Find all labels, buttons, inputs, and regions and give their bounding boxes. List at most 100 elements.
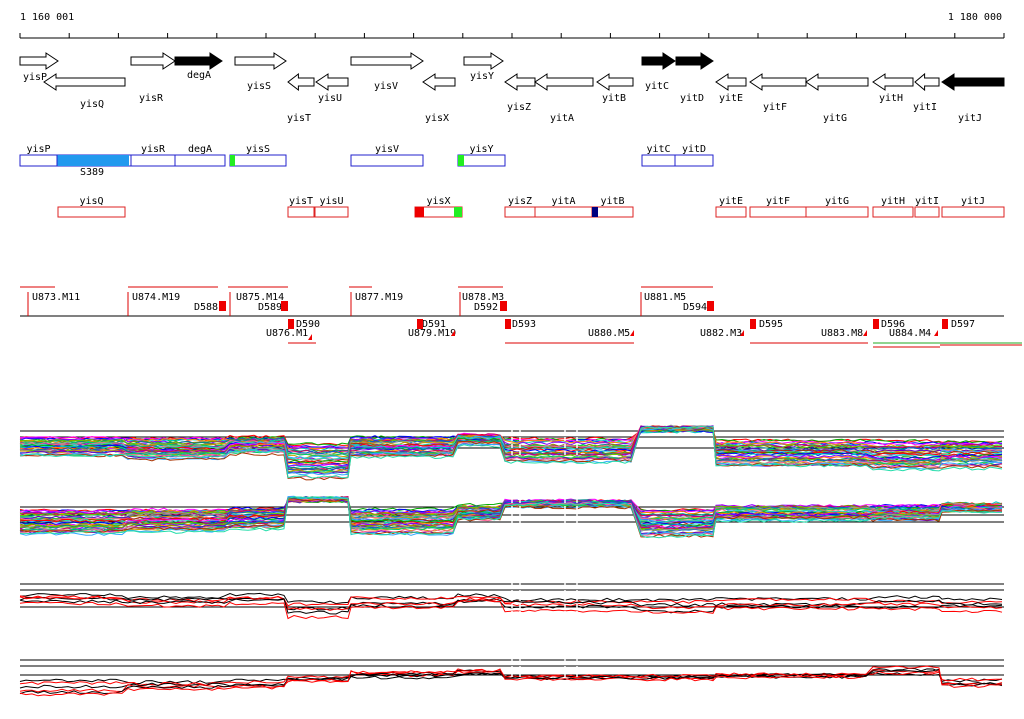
gene-yisP-label: yisP xyxy=(23,72,47,83)
transcript-yisS-label: yisS xyxy=(246,144,270,155)
gene-yisY-label: yisY xyxy=(470,71,494,82)
segment-end-marker xyxy=(219,301,226,311)
segment-u880-m5-label: U880.M5 xyxy=(588,328,630,339)
transcript-yitF-label: yitF xyxy=(766,196,790,207)
start-marker xyxy=(458,155,464,166)
segment-corner-marker xyxy=(863,330,867,336)
expression-profile-line xyxy=(19,599,1003,620)
segment-start-marker xyxy=(505,319,511,329)
segment-u881-m5-label: U881.M5 xyxy=(644,292,686,303)
segment-u873-m11-label: U873.M11 xyxy=(32,292,80,303)
gene-yisQ-arrow xyxy=(43,73,126,91)
highlighted-region xyxy=(57,155,129,166)
transcript-yisZ-box xyxy=(504,206,536,218)
gene-yitI-arrow xyxy=(914,72,940,92)
transcript-yisU-label: yisU xyxy=(319,196,343,207)
gene-yitF-arrow xyxy=(749,73,807,91)
segment-d588-label: D588 xyxy=(194,302,218,313)
transcript-yitA-box xyxy=(534,206,593,218)
expression-profile-line xyxy=(20,498,1003,536)
segment-u879-m19-label: U879.M19 xyxy=(408,328,456,339)
gene-yitG-label: yitG xyxy=(823,113,847,124)
transcript-yitG-label: yitG xyxy=(825,196,849,207)
expression-profiles-minus-panel xyxy=(19,495,1004,539)
gene-annotation-track: yisP yisQ yisR degA yisS yisT yisU yisV yisX yisY… xyxy=(19,52,1005,124)
expression-profile-line xyxy=(19,596,1003,611)
transcript-yitC-label: yitC xyxy=(646,144,670,155)
segment-end-marker xyxy=(281,301,288,311)
transcript-yisU-box xyxy=(314,206,349,218)
gene-yisU-arrow xyxy=(315,73,349,91)
expression-profile-line xyxy=(19,598,1003,615)
gene-yisT-label: yisT xyxy=(287,113,311,124)
gene-yitD-label: yitD xyxy=(680,93,704,104)
expression-summary-minus-panel xyxy=(19,652,1004,697)
transcript-yisT-label: yisT xyxy=(289,196,313,207)
gene-degA-arrow xyxy=(174,52,223,70)
expression-profile-line xyxy=(19,428,1003,450)
segment-d592-label: D592 xyxy=(474,302,498,313)
gene-yisX-arrow xyxy=(422,73,456,91)
transcript-yitE-box xyxy=(715,206,747,218)
gene-yisR-label: yisR xyxy=(139,93,164,104)
segment-start-marker xyxy=(417,319,423,329)
gene-yitA-label: yitA xyxy=(550,113,574,124)
gene-yitH-arrow xyxy=(872,73,914,91)
expression-profile-line xyxy=(19,665,1003,697)
gene-yisZ-arrow xyxy=(504,73,536,91)
gene-yitF-label: yitF xyxy=(763,102,787,113)
gene-yitA-arrow xyxy=(534,73,594,91)
segment-corner-marker xyxy=(451,330,455,336)
segment-corner-marker xyxy=(308,334,312,340)
start-marker xyxy=(230,155,235,166)
transcript-yitI-box xyxy=(914,206,940,218)
gene-yitC-arrow xyxy=(641,52,676,70)
gene-degA-label: degA xyxy=(187,70,211,81)
transcript-yitB-label: yitB xyxy=(600,196,624,207)
gene-yisZ-label: yisZ xyxy=(507,102,531,113)
segment-u878-m3-label: U878.M3 xyxy=(462,292,504,303)
segment-d589-label: D589 xyxy=(258,302,282,313)
segment-d590-label: D590 xyxy=(296,319,320,330)
transcript-yisV-box xyxy=(350,154,424,167)
segment-u875-m14-label: U875.M14 xyxy=(236,292,284,303)
start-coordinate: 1 160 001 xyxy=(20,12,75,23)
segment-start-marker xyxy=(750,319,756,329)
segment-u874-m19-label: U874.M19 xyxy=(132,292,180,303)
transcript-yitA-label: yitA xyxy=(551,196,575,207)
transcript-yitH-label: yitH xyxy=(881,196,905,207)
region-label: S389 xyxy=(80,167,104,178)
expression-profile-line xyxy=(19,496,1002,539)
segment-start-marker xyxy=(942,319,948,329)
segment-corner-marker xyxy=(740,330,744,336)
gene-yisR-arrow xyxy=(130,52,176,70)
segment-start-marker xyxy=(873,319,879,329)
boundary-marker xyxy=(592,207,598,217)
segment-d591-label: D591 xyxy=(422,319,446,330)
transcript-yisR-box xyxy=(130,154,176,167)
expression-profile-line xyxy=(19,426,1003,479)
segment-d594-label: D594 xyxy=(683,302,707,313)
transcript-yisQ-label: yisQ xyxy=(79,196,103,207)
transcript-yisZ-label: yisZ xyxy=(508,196,532,207)
transcript-yisQ-box xyxy=(57,206,126,218)
segment-d596-label: D596 xyxy=(881,319,905,330)
transcript-yisX-label: yisX xyxy=(426,196,450,207)
segment-d595-label: D595 xyxy=(759,319,783,330)
expression-profile-line xyxy=(19,668,1003,693)
gene-yitE-arrow xyxy=(715,73,747,91)
expression-profile-line xyxy=(19,428,1003,453)
gene-yitI-label: yitI xyxy=(913,102,937,113)
segment-d597-label: D597 xyxy=(951,319,975,330)
transcript-yitE-label: yitE xyxy=(719,196,743,207)
transcript-yisT-box xyxy=(287,206,315,218)
segment-end-marker xyxy=(707,301,714,311)
transcript-yisR-label: yisR xyxy=(141,144,166,155)
transcript-yitB-box xyxy=(591,206,634,218)
segment-corner-marker xyxy=(630,330,634,336)
gene-yitB-arrow xyxy=(596,73,634,91)
expression-profile-line xyxy=(19,592,1003,605)
expression-profile-line xyxy=(19,498,1003,538)
